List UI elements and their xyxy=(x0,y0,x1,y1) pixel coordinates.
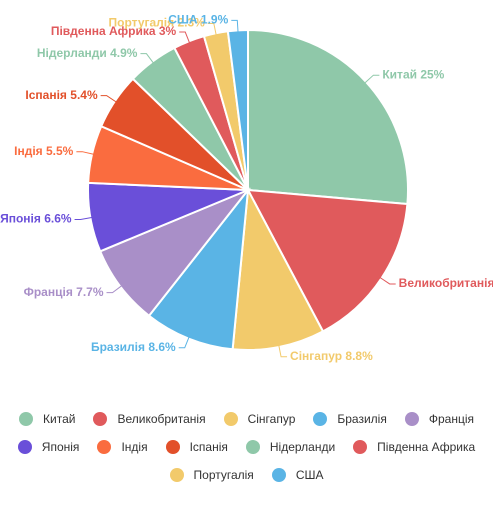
legend-label: США xyxy=(295,468,324,482)
legend-item[interactable]: Іспанія xyxy=(165,440,228,454)
legend-item[interactable]: Португалія xyxy=(169,468,254,482)
leader-line xyxy=(76,151,95,155)
legend-swatch xyxy=(271,468,286,482)
data-label: Індія 5.5% xyxy=(14,144,74,158)
legend-label: Португалія xyxy=(193,468,254,482)
legend-item[interactable]: Нідерланди xyxy=(245,440,336,454)
data-label: Великобританія 15% xyxy=(399,276,493,290)
data-label: Франція 7.7% xyxy=(24,285,104,299)
data-label: Бразилія 8.6% xyxy=(91,340,176,354)
legend-item[interactable]: Сінгапур xyxy=(223,412,296,426)
legend-swatch xyxy=(17,440,32,454)
legend-swatch xyxy=(169,468,184,482)
legend-label: Японія xyxy=(41,440,80,454)
leader-line xyxy=(100,95,117,103)
legend-label: Іспанія xyxy=(189,440,228,454)
leader-line xyxy=(106,285,123,294)
legend-swatch xyxy=(245,440,260,454)
legend-item[interactable]: Франція xyxy=(404,412,474,426)
data-label: Португалія 2.3% xyxy=(109,16,206,30)
pie-slice xyxy=(247,28,409,206)
legend-item[interactable]: Індія xyxy=(97,440,148,454)
data-label: США 1.9% xyxy=(168,13,228,27)
leader-line xyxy=(278,344,288,358)
legend-label: Великобританія xyxy=(117,412,206,426)
data-label: Китай 25% xyxy=(382,67,444,81)
legend-label: Нідерланди xyxy=(269,440,336,454)
legend-item[interactable]: Південна Африка xyxy=(353,440,475,454)
legend-item[interactable]: США xyxy=(271,468,324,482)
legend-swatch xyxy=(353,440,368,454)
legend: Китай Великобританія Сінгапур Бразилія Франц… xyxy=(0,412,493,482)
legend-swatch xyxy=(223,412,238,426)
leader-line xyxy=(178,336,190,349)
legend-swatch xyxy=(165,440,180,454)
legend-swatch xyxy=(19,412,34,426)
data-label: Нідерланди 4.9% xyxy=(37,46,138,60)
data-label: Сінгапур 8.8% xyxy=(290,349,373,363)
chart: Китай 25% Великобританія 15% Сінгапур 8.8%… xyxy=(0,13,493,363)
legend-label: Індія xyxy=(121,440,148,454)
leader-line xyxy=(231,19,239,33)
data-label: Південна Африка 3% xyxy=(51,24,177,38)
data-label: Японія 6.6% xyxy=(0,212,72,226)
legend-item[interactable]: Японія xyxy=(17,440,80,454)
legend-swatch xyxy=(404,412,419,426)
legend-swatch xyxy=(313,412,328,426)
legend-item[interactable]: Бразилія xyxy=(313,412,387,426)
leader-line xyxy=(140,53,155,64)
legend-item[interactable]: Китай xyxy=(19,412,75,426)
leader-line xyxy=(74,216,93,220)
leader-line xyxy=(179,31,191,44)
legend-label: Бразилія xyxy=(337,412,387,426)
legend-swatch xyxy=(97,440,112,454)
legend-label: Сінгапур xyxy=(247,412,296,426)
leader-line xyxy=(379,276,396,285)
leader-line xyxy=(364,74,380,84)
legend-swatch xyxy=(93,412,108,426)
leader-line xyxy=(207,22,217,36)
legend-label: Південна Африка xyxy=(377,440,476,454)
legend-item[interactable]: Великобританія xyxy=(93,412,206,426)
data-label: Іспанія 5.4% xyxy=(25,88,98,102)
legend-label: Китай xyxy=(43,412,76,426)
legend-label: Франція xyxy=(428,412,474,426)
